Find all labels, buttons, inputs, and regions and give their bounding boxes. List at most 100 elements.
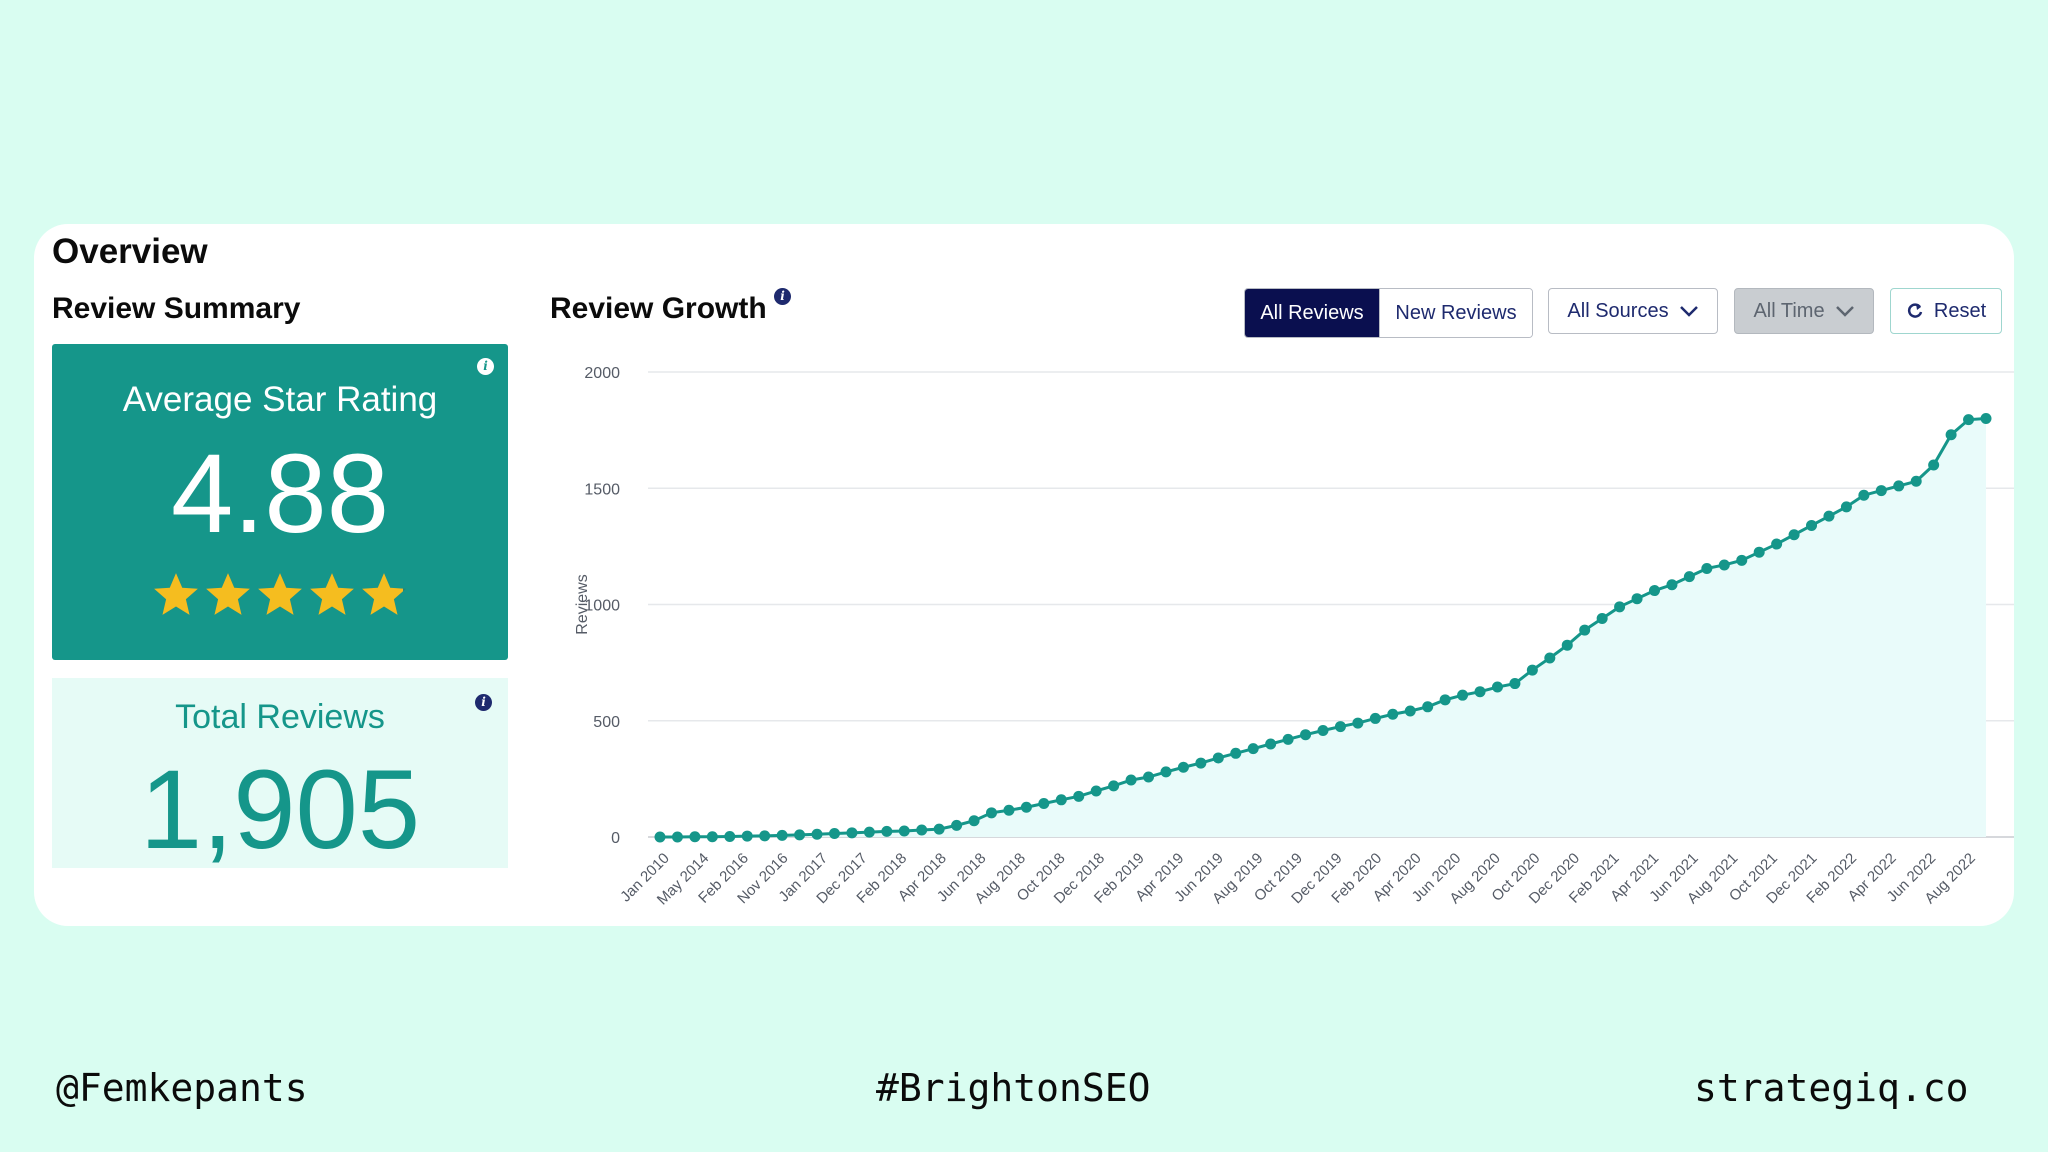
y-tick-label: 0 xyxy=(611,830,620,847)
total-reviews-card: i Total Reviews 1,905 xyxy=(52,678,508,868)
y-tick-label: 1500 xyxy=(584,481,620,498)
data-point xyxy=(1387,708,1399,720)
data-point xyxy=(1788,529,1800,541)
data-point xyxy=(1177,761,1189,773)
y-tick-label: 1000 xyxy=(584,598,620,615)
data-point xyxy=(1753,546,1765,558)
data-point xyxy=(1579,624,1591,636)
data-point xyxy=(1247,743,1259,755)
y-tick-label: 2000 xyxy=(584,365,620,382)
data-point xyxy=(1840,501,1852,513)
data-point xyxy=(1230,747,1242,759)
info-icon[interactable]: i xyxy=(774,288,791,305)
data-point xyxy=(1143,771,1155,783)
reset-label: Reset xyxy=(1933,299,1987,322)
data-point xyxy=(1125,774,1137,786)
data-point xyxy=(1963,414,1975,426)
data-point xyxy=(1003,804,1015,816)
data-point xyxy=(1265,738,1277,750)
data-point xyxy=(689,831,701,843)
refresh-icon xyxy=(1907,303,1923,318)
y-tick-label: 500 xyxy=(593,714,620,731)
reset-button[interactable]: Reset xyxy=(1890,288,2002,334)
data-point xyxy=(1474,686,1486,698)
data-point xyxy=(1282,733,1294,745)
data-point xyxy=(1055,794,1067,806)
data-point xyxy=(951,819,963,831)
footer-handle: @Femkepants xyxy=(56,1066,308,1110)
average-rating-label: Average Star Rating xyxy=(122,380,438,419)
data-point xyxy=(1928,459,1940,471)
y-axis-label: Reviews xyxy=(574,574,591,634)
data-point xyxy=(654,831,666,843)
data-point xyxy=(1300,729,1312,741)
data-point xyxy=(1509,678,1521,690)
data-point xyxy=(1334,721,1346,733)
data-point xyxy=(1631,593,1643,605)
chevron-down-icon xyxy=(1679,306,1698,317)
data-point xyxy=(1823,510,1835,522)
data-point xyxy=(1736,554,1748,566)
data-point xyxy=(828,828,840,840)
data-point xyxy=(1771,538,1783,550)
overview-card: Overview Review Summary i Average Star R… xyxy=(34,224,2014,926)
data-point xyxy=(1614,601,1626,613)
info-icon[interactable]: i xyxy=(475,694,492,711)
data-point xyxy=(968,815,980,827)
star-icon xyxy=(362,573,406,615)
review-growth-title: Review Growth xyxy=(550,292,767,325)
data-point xyxy=(1352,717,1364,729)
data-point xyxy=(1160,766,1172,778)
data-point xyxy=(776,829,788,841)
data-point xyxy=(671,831,683,843)
data-point xyxy=(1317,725,1329,737)
data-point xyxy=(1526,664,1538,676)
average-rating-value: 4.88 xyxy=(171,431,389,556)
footer-hashtag: #BrightonSEO xyxy=(876,1066,1151,1110)
data-point xyxy=(1875,485,1887,497)
all-reviews-button[interactable]: All Reviews xyxy=(1245,289,1379,337)
data-point xyxy=(1666,579,1678,591)
data-point xyxy=(1858,489,1870,501)
data-point xyxy=(741,830,753,842)
data-point xyxy=(1596,612,1608,624)
data-point xyxy=(811,828,823,840)
star-icon xyxy=(206,573,250,615)
data-point xyxy=(916,824,928,836)
data-point xyxy=(1020,801,1032,813)
info-icon[interactable]: i xyxy=(477,358,494,375)
data-point xyxy=(986,807,997,819)
data-point xyxy=(863,826,875,838)
data-point xyxy=(794,829,806,841)
data-point xyxy=(1457,689,1469,701)
star-rating xyxy=(52,570,508,618)
data-point xyxy=(1980,413,1992,424)
data-point xyxy=(1108,780,1120,792)
data-point xyxy=(898,825,910,837)
data-point xyxy=(1683,571,1695,583)
data-point xyxy=(1945,429,1957,441)
data-point xyxy=(933,823,945,835)
data-point xyxy=(1195,757,1207,769)
sources-dropdown[interactable]: All Sources xyxy=(1548,288,1718,334)
data-point xyxy=(706,831,718,843)
new-reviews-button[interactable]: New Reviews xyxy=(1379,289,1532,337)
data-point xyxy=(1422,701,1434,713)
data-point xyxy=(1439,694,1451,706)
data-point xyxy=(1718,559,1730,571)
data-point xyxy=(1491,681,1503,693)
review-area-fill xyxy=(660,418,1986,837)
data-point xyxy=(724,831,736,843)
data-point xyxy=(1212,752,1224,764)
timeframe-dropdown[interactable]: All Time xyxy=(1734,288,1874,334)
data-point xyxy=(1073,790,1085,802)
star-icon xyxy=(310,573,354,615)
total-reviews-value: 1,905 xyxy=(139,747,421,872)
data-point xyxy=(846,827,858,839)
footer-site: strategiq.co xyxy=(1694,1066,1969,1110)
data-point xyxy=(1038,798,1050,810)
data-point xyxy=(1369,712,1381,724)
review-summary-title: Review Summary xyxy=(52,292,301,325)
data-point xyxy=(1893,480,1905,492)
